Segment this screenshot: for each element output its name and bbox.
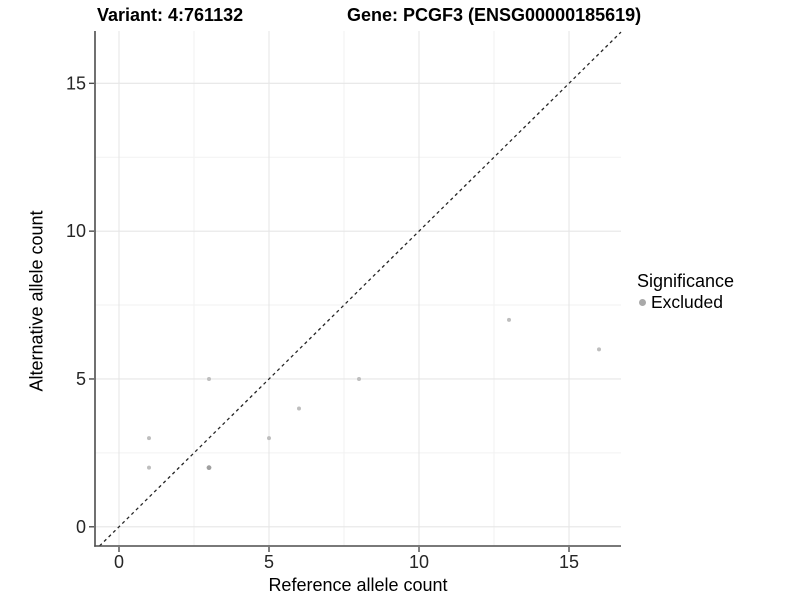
legend-point-icon (639, 299, 646, 306)
data-point (267, 436, 272, 441)
data-point (206, 465, 212, 471)
identity-line (99, 31, 622, 547)
y-tick-label: 5 (76, 369, 86, 389)
plot-title-gene: Gene: PCGF3 (ENSG00000185619) (347, 5, 642, 25)
data-point (147, 436, 152, 441)
legend-item-label: Excluded (651, 292, 723, 312)
data-point (147, 465, 152, 470)
y-tick-label: 0 (76, 517, 86, 537)
data-point (357, 376, 362, 381)
y-axis-title: Alternative allele count (26, 210, 47, 392)
y-tick-label: 10 (66, 221, 86, 241)
data-point (507, 317, 512, 322)
legend-title: Significance (637, 271, 735, 291)
x-tick-label: 0 (114, 552, 124, 572)
data-point (597, 347, 602, 352)
legend-item-excluded: Excluded (637, 293, 734, 312)
data-point (207, 376, 212, 381)
x-tick-label: 15 (559, 552, 579, 572)
x-tick-label: 5 (264, 552, 274, 572)
y-tick-label: 15 (66, 73, 86, 93)
x-axis-title: Reference allele count (268, 575, 448, 595)
legend: Significance Excluded (637, 271, 734, 312)
plot-title-variant: Variant: 4:761132 (97, 5, 244, 25)
data-point (297, 406, 302, 411)
x-tick-label: 10 (409, 552, 429, 572)
